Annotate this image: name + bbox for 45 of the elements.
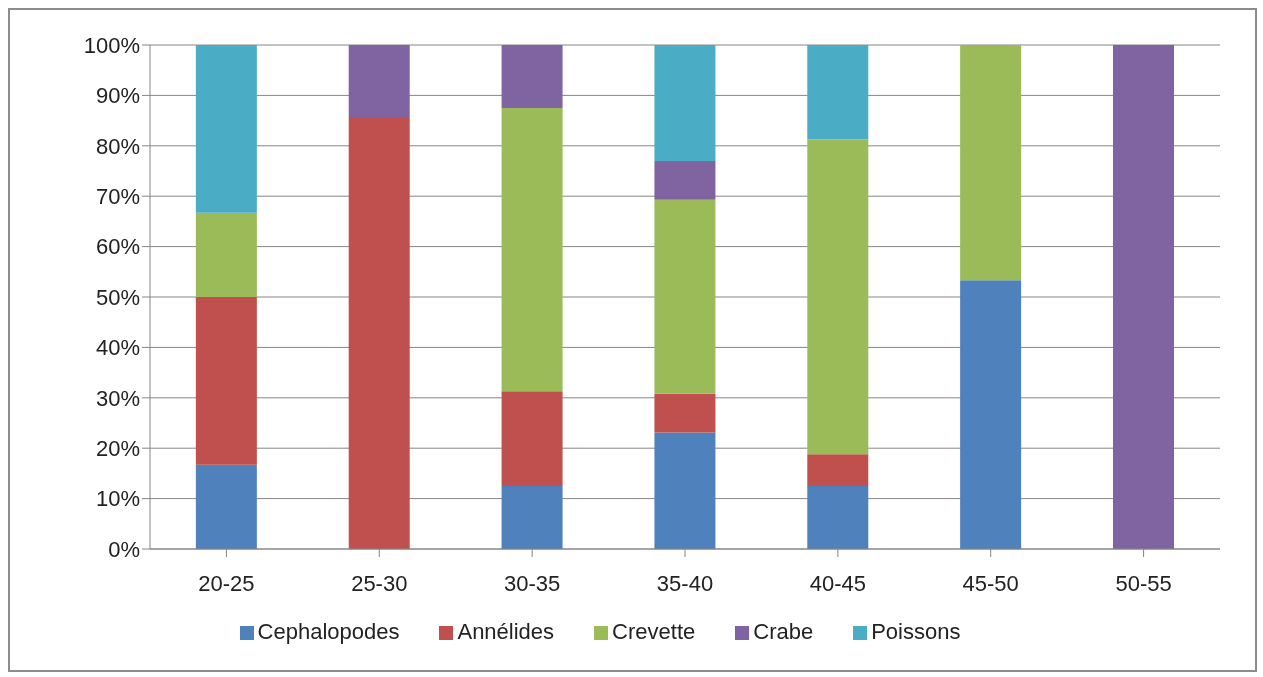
bar <box>654 45 716 161</box>
bar <box>960 280 1022 549</box>
legend-label: Poissons <box>871 619 961 644</box>
bar <box>807 139 869 455</box>
x-tick-label: 45-50 <box>962 570 1019 596</box>
y-tick-label: 20% <box>95 436 140 462</box>
bar <box>348 117 410 549</box>
bar <box>501 108 563 392</box>
bar <box>807 454 869 486</box>
x-tick-label: 40-45 <box>809 570 866 596</box>
bar <box>501 45 563 108</box>
bar <box>807 486 869 549</box>
legend-label: Annélides <box>457 619 555 644</box>
bar <box>195 45 257 213</box>
bar <box>654 393 716 433</box>
bar <box>501 486 563 549</box>
x-tick-label: 25-30 <box>351 570 408 596</box>
bar <box>654 160 716 200</box>
y-tick-label: 90% <box>95 83 140 109</box>
legend-label: Cephalopodes <box>257 619 400 644</box>
x-tick-label: 20-25 <box>198 570 255 596</box>
bar <box>195 212 257 297</box>
y-tick-label: 30% <box>95 385 140 411</box>
x-tick-label: 30-35 <box>504 570 561 596</box>
legend-label: Crevette <box>612 619 696 644</box>
bar <box>654 432 716 549</box>
legend-label: Crabe <box>753 619 814 644</box>
y-tick-label: 10% <box>95 486 140 512</box>
y-tick-label: 100% <box>83 32 140 58</box>
bar <box>960 45 1022 281</box>
y-tick-label: 70% <box>95 184 140 210</box>
bar <box>501 391 563 486</box>
x-tick-label: 50-55 <box>1115 570 1172 596</box>
y-tick-label: 60% <box>95 234 140 260</box>
y-tick-label: 80% <box>95 133 140 159</box>
x-tick-label: 35-40 <box>656 570 714 596</box>
bar <box>348 45 410 118</box>
bar <box>807 45 869 140</box>
y-tick-label: 0% <box>108 536 140 562</box>
bar <box>195 464 257 549</box>
bar <box>195 297 257 465</box>
bar <box>1113 45 1174 549</box>
y-tick-label: 40% <box>95 335 140 361</box>
y-tick-label: 50% <box>95 284 140 310</box>
bar <box>654 199 716 394</box>
